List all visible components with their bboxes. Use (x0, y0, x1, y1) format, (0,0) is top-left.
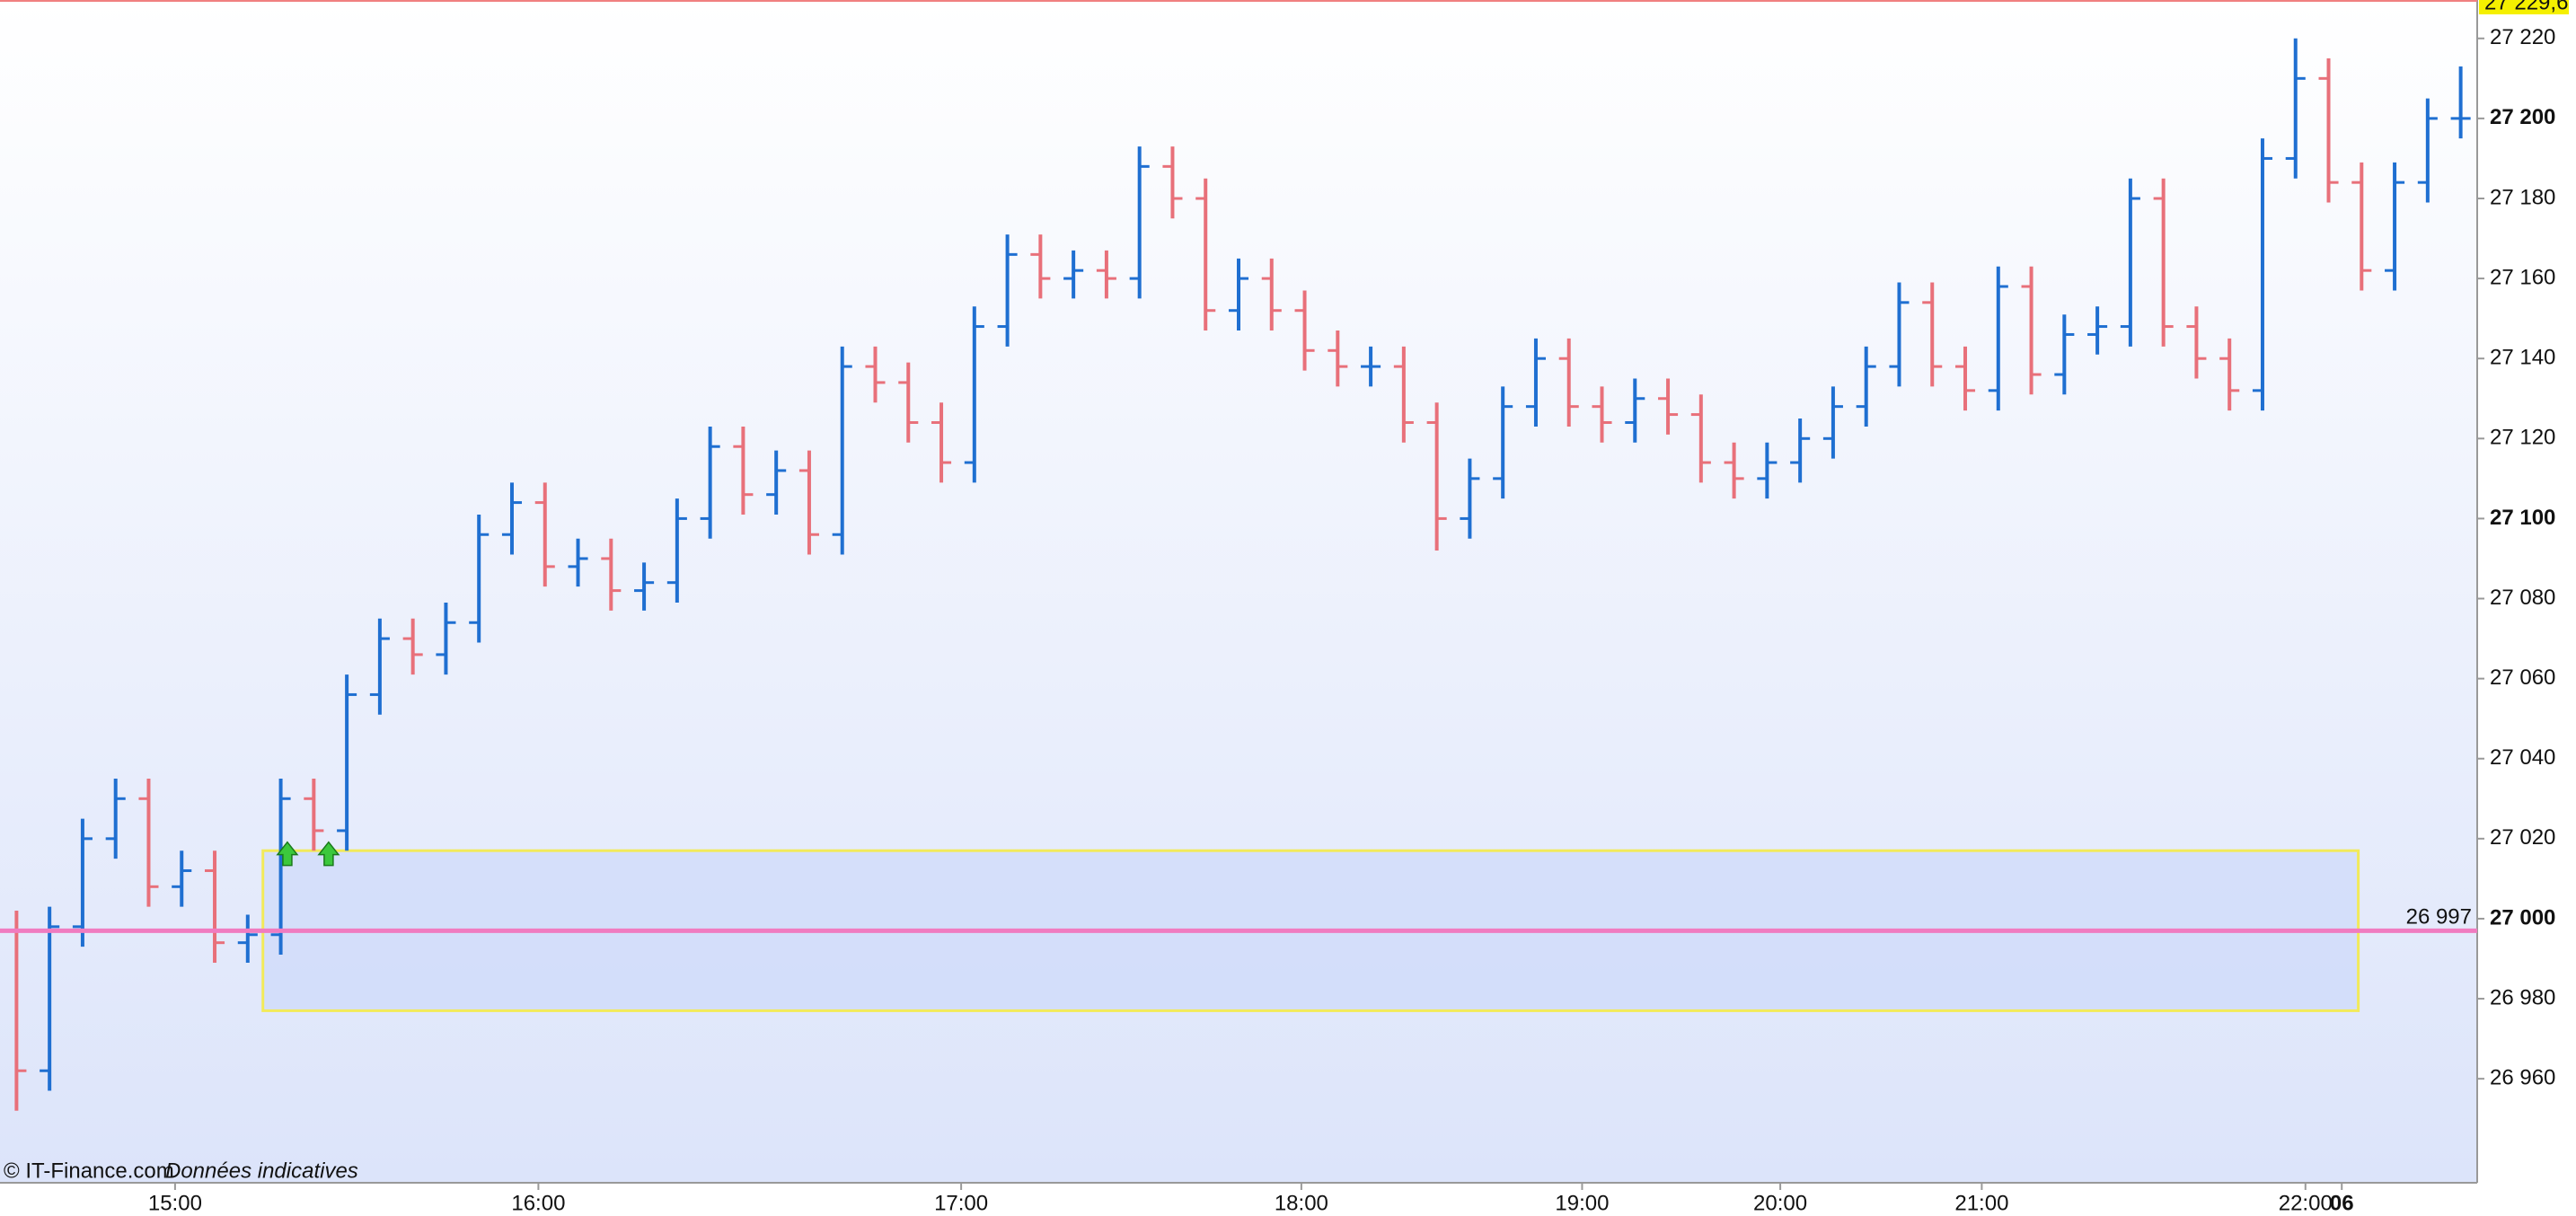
y-tick-label: 27 100 (2490, 506, 2555, 530)
x-tick-label: 16:00 (511, 1191, 565, 1215)
y-tick-label: 27 000 (2490, 905, 2555, 930)
x-tick-label: 17:00 (934, 1191, 988, 1215)
last-label: 27 229,6 (2484, 0, 2568, 14)
y-tick-label: 27 140 (2490, 346, 2555, 370)
y-tick-label: 27 160 (2490, 265, 2555, 289)
y-tick-label: 27 040 (2490, 745, 2555, 770)
y-tick-label: 27 020 (2490, 825, 2555, 850)
x-tick-label: 06 (2330, 1191, 2354, 1215)
y-tick-label: 27 120 (2490, 426, 2555, 450)
x-tick-label: 15:00 (148, 1191, 202, 1215)
last-tag (2479, 0, 2569, 14)
signal-arrow (276, 841, 299, 867)
y-tick-label: 27 060 (2490, 665, 2555, 690)
y-tick-label: 27 080 (2490, 586, 2555, 610)
x-tick-label: 18:00 (1275, 1191, 1328, 1215)
level-label: 26 997 (2406, 905, 2472, 930)
x-tick-label: 21:00 (1954, 1191, 2008, 1215)
y-tick-label: 26 980 (2490, 985, 2555, 1009)
x-tick-label: 22:00 (2279, 1191, 2333, 1215)
note: Données indicatives (165, 1159, 358, 1183)
y-tick-label: 27 200 (2490, 105, 2555, 129)
y-tick-label: 26 960 (2490, 1066, 2555, 1090)
signal-arrow (317, 841, 340, 867)
y-tick-label: 27 180 (2490, 185, 2555, 209)
source: © IT-Finance.com (4, 1159, 174, 1183)
x-tick-label: 20:00 (1753, 1191, 1807, 1215)
x-tick-label: 19:00 (1555, 1191, 1609, 1215)
y-tick-label: 27 220 (2490, 25, 2555, 49)
